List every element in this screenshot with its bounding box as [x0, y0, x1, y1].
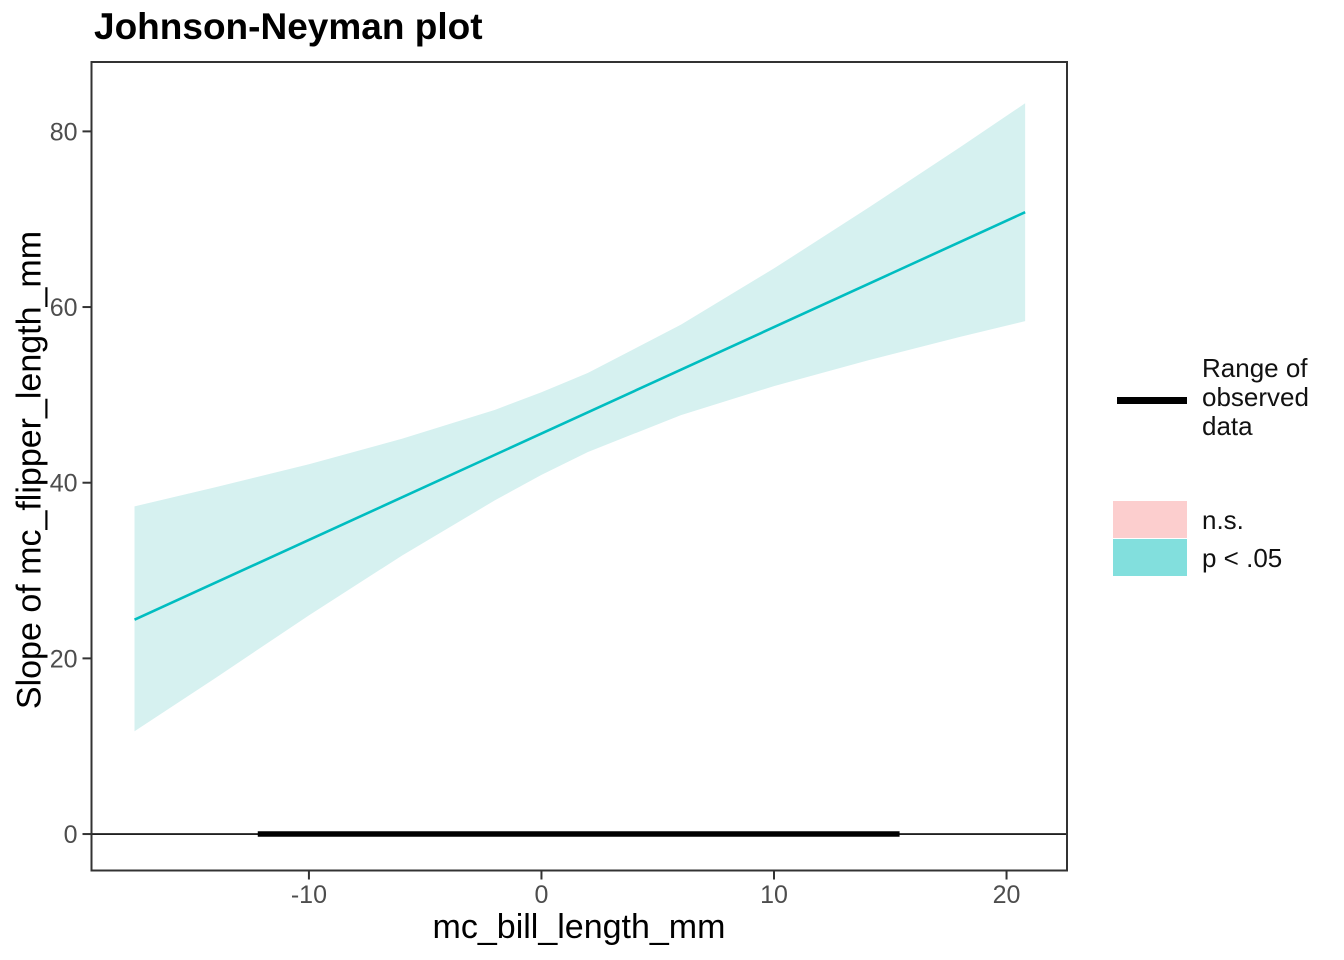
chart-title: Johnson-Neyman plot: [94, 6, 483, 47]
slope-line: [133, 211, 1026, 621]
y-tick-label: 80: [50, 118, 78, 146]
x-axis-title: mc_bill_length_mm: [432, 908, 726, 946]
y-tick-label: 20: [50, 645, 78, 673]
x-tick-label: -10: [291, 881, 327, 909]
y-axis-title: Slope of mc_flipper_length_mm: [10, 230, 49, 710]
legend-ns-swatch: [1113, 501, 1187, 538]
y-tick-label: 40: [50, 470, 78, 498]
legend-ns-label: n.s.: [1202, 505, 1244, 535]
x-tick-label: 0: [535, 881, 549, 909]
x-tick-label: 10: [760, 881, 788, 909]
y-tick-label: 0: [64, 821, 78, 849]
y-tick-label: 60: [50, 294, 78, 322]
x-tick-label: 20: [993, 881, 1021, 909]
legend-sig-swatch: [1113, 539, 1187, 576]
legend-sig-label: p < .05: [1202, 543, 1283, 573]
panel-border: [90, 61, 1068, 872]
legend-range-label: Range of observed data: [1202, 353, 1309, 441]
observed-range-key-line: [1117, 397, 1187, 404]
